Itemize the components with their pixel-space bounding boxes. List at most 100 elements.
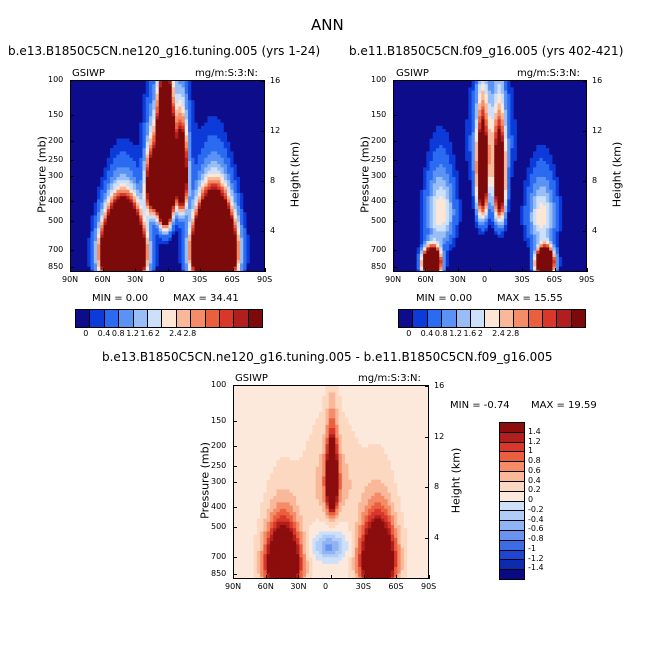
heatmap-cell bbox=[184, 263, 189, 268]
heatmap-cell bbox=[491, 135, 495, 140]
heatmap-cell bbox=[243, 221, 248, 226]
heatmap-cell bbox=[165, 199, 170, 204]
heatmap-cell bbox=[448, 109, 453, 114]
heatmap-cell bbox=[201, 113, 205, 117]
heatmap-cell bbox=[416, 125, 421, 130]
heatmap-cell bbox=[129, 170, 134, 175]
heatmap-cell bbox=[249, 164, 254, 168]
heatmap-cell bbox=[139, 244, 144, 248]
heatmap-cell bbox=[201, 244, 205, 248]
heatmap-cell bbox=[394, 145, 398, 149]
heatmap-cell bbox=[562, 103, 566, 108]
heatmap-cell bbox=[507, 132, 511, 136]
heatmap-cell bbox=[188, 164, 192, 168]
heatmap-cell bbox=[171, 100, 176, 104]
heatmap-cell bbox=[233, 161, 238, 165]
heatmap-cell bbox=[223, 132, 228, 136]
heatmap-cell bbox=[220, 113, 225, 117]
heatmap-cell bbox=[188, 113, 192, 117]
heatmap-cell bbox=[233, 228, 238, 232]
heatmap-cell bbox=[256, 263, 261, 268]
heatmap-cell bbox=[197, 205, 202, 210]
heatmap-cell bbox=[123, 97, 127, 101]
heatmap-cell bbox=[220, 106, 225, 111]
heatmap-cell bbox=[204, 253, 209, 258]
heatmap-cell bbox=[413, 90, 418, 95]
heatmap-cell bbox=[416, 106, 421, 111]
heatmap-cell bbox=[184, 218, 189, 223]
heatmap-cell bbox=[84, 257, 88, 261]
heatmap-cell bbox=[191, 183, 196, 188]
heatmap-cell bbox=[194, 138, 199, 143]
heatmap-cell bbox=[217, 90, 222, 95]
heatmap-cell bbox=[197, 193, 202, 197]
heatmap-cell bbox=[123, 199, 127, 204]
heatmap-cell bbox=[197, 84, 202, 88]
heatmap-cell bbox=[181, 151, 186, 156]
heatmap-cell bbox=[97, 106, 101, 111]
heatmap-cell bbox=[555, 116, 560, 120]
heatmap-cell bbox=[87, 148, 92, 152]
heatmap-cell bbox=[503, 100, 508, 104]
heatmap-cell bbox=[106, 183, 111, 188]
panel2-units-label: mg/m:S:3:N: bbox=[517, 68, 580, 79]
heatmap-cell bbox=[233, 189, 238, 194]
heatmap-cell bbox=[442, 97, 447, 101]
heatmap-cell bbox=[149, 186, 153, 191]
heatmap-cell bbox=[132, 125, 137, 130]
heatmap-cell bbox=[256, 90, 261, 95]
heatmap-cell bbox=[113, 81, 118, 85]
heatmap-cell bbox=[240, 173, 244, 178]
heatmap-cell bbox=[465, 141, 469, 146]
heatmap-cell bbox=[230, 170, 235, 175]
heatmap-cell bbox=[526, 87, 531, 92]
heatmap-cell bbox=[93, 215, 98, 220]
heatmap-cell bbox=[452, 93, 457, 98]
heatmap-cell bbox=[227, 164, 231, 168]
heatmap-cell bbox=[410, 132, 414, 136]
heatmap-cell bbox=[481, 97, 486, 101]
heatmap-cell bbox=[233, 244, 238, 248]
heatmap-cell bbox=[246, 141, 251, 146]
heatmap-cell bbox=[77, 157, 82, 162]
heatmap-cell bbox=[256, 119, 261, 124]
heatmap-cell bbox=[123, 81, 127, 85]
heatmap-cell bbox=[171, 125, 176, 130]
heatmap-cell bbox=[132, 93, 137, 98]
heatmap-cell bbox=[207, 97, 212, 101]
heatmap-cell bbox=[584, 113, 586, 117]
heatmap-cell bbox=[201, 263, 205, 268]
heatmap-cell bbox=[132, 81, 137, 85]
heatmap-cell bbox=[214, 148, 218, 152]
heatmap-cell bbox=[243, 87, 248, 92]
heatmap-cell bbox=[145, 257, 150, 261]
heatmap-cell bbox=[256, 250, 261, 255]
heatmap-cell bbox=[262, 253, 264, 258]
heatmap-cell bbox=[106, 212, 111, 216]
heatmap-cell bbox=[432, 138, 437, 143]
heatmap-cell bbox=[80, 154, 85, 159]
heatmap-cell bbox=[181, 202, 186, 207]
heatmap-cell bbox=[100, 212, 105, 216]
heatmap-cell bbox=[220, 100, 225, 104]
heatmap-cell bbox=[436, 100, 440, 104]
heatmap-cell bbox=[220, 228, 225, 232]
heatmap-cell bbox=[220, 138, 225, 143]
heatmap-cell bbox=[471, 84, 476, 88]
heatmap-cell bbox=[155, 125, 160, 130]
heatmap-cell bbox=[90, 90, 95, 95]
heatmap-cell bbox=[71, 157, 75, 162]
heatmap-cell bbox=[204, 225, 209, 229]
heatmap-cell bbox=[230, 132, 235, 136]
heatmap-cell bbox=[175, 189, 179, 194]
heatmap-cell bbox=[84, 209, 88, 213]
heatmap-cell bbox=[191, 100, 196, 104]
heatmap-cell bbox=[155, 100, 160, 104]
heatmap-cell bbox=[233, 148, 238, 152]
heatmap-cell bbox=[214, 132, 218, 136]
heatmap-cell bbox=[545, 84, 550, 88]
heatmap-cell bbox=[494, 109, 499, 114]
heatmap-cell bbox=[262, 196, 264, 200]
heatmap-cell bbox=[175, 228, 179, 232]
heatmap-cell bbox=[227, 148, 231, 152]
